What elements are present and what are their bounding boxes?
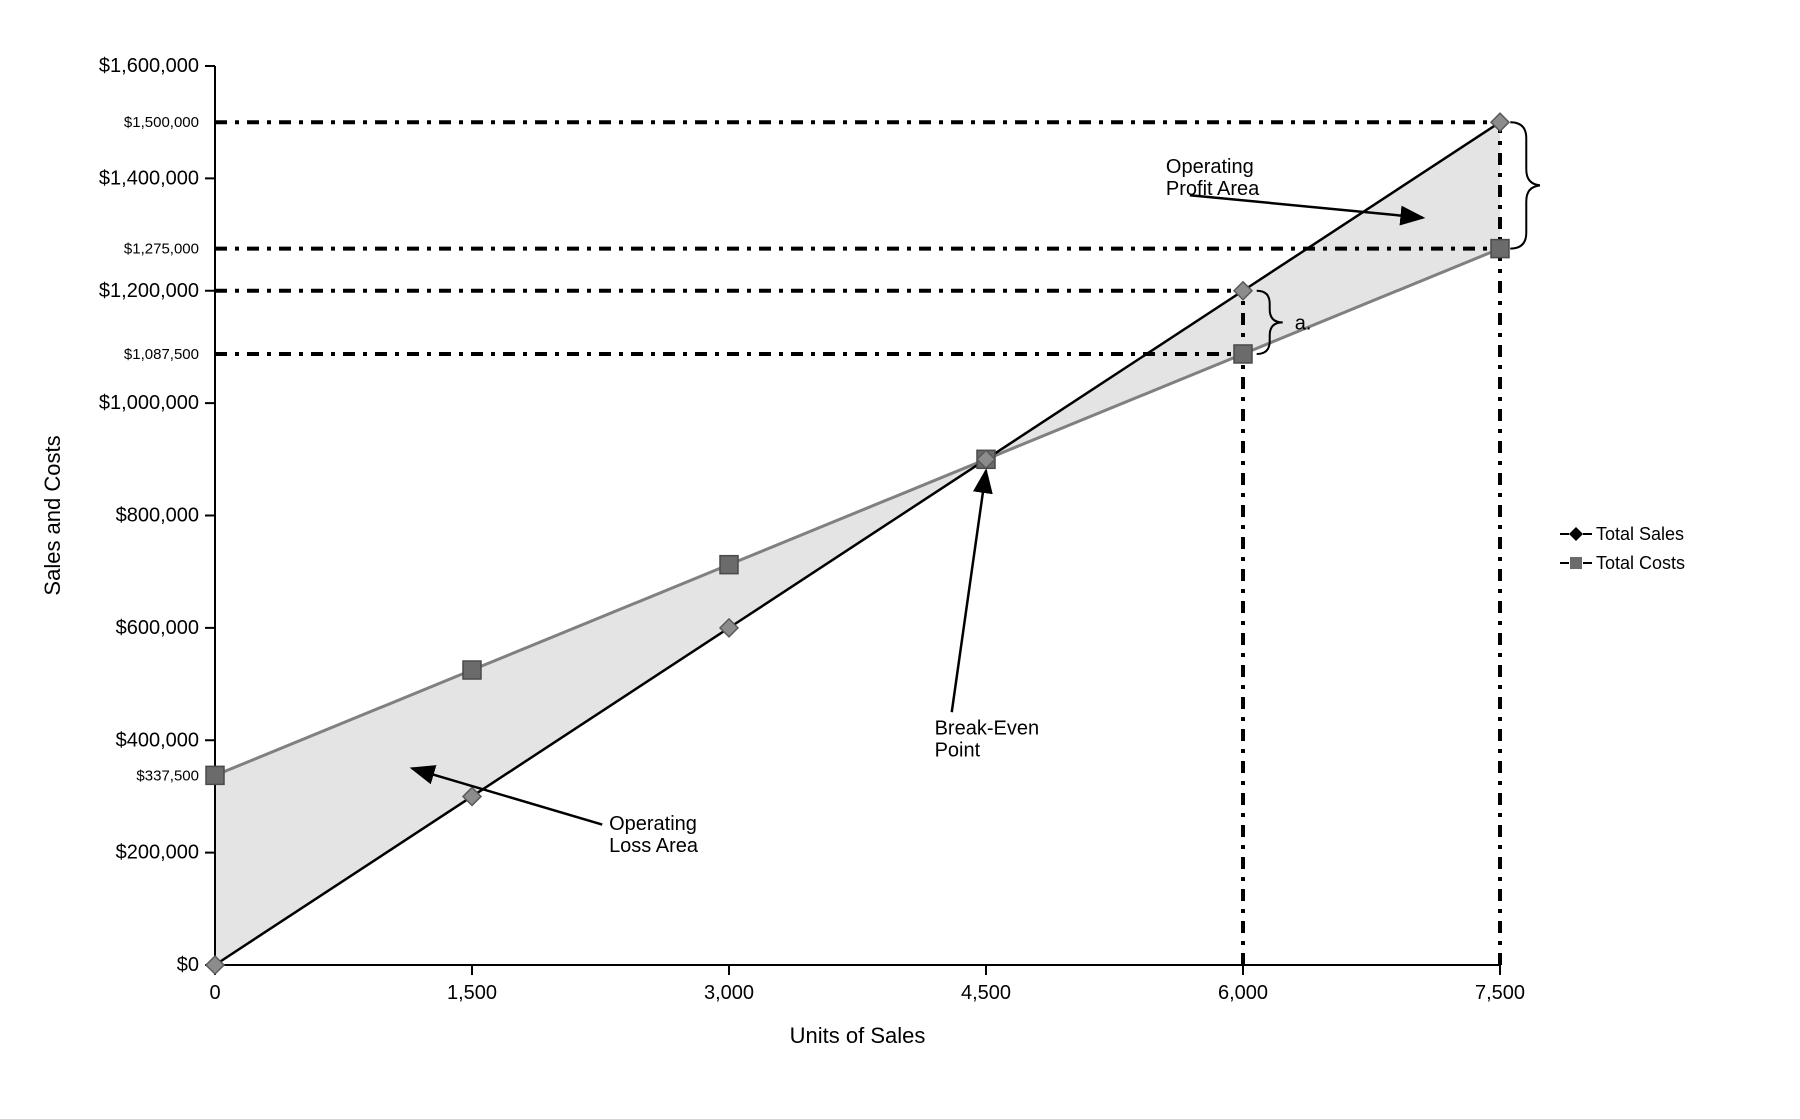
y-tick-label: $1,600,000 — [99, 55, 199, 77]
bracket-label: a. — [1295, 312, 1312, 334]
x-tick-label: 4,500 — [961, 982, 1011, 1004]
square-marker — [1491, 240, 1509, 258]
chart-wrapper: 0 1,500 3,000 4,500 6,000 7,500 Units of Sales… — [20, 20, 1540, 1085]
y-extra-tick-label: $1,275,000 — [124, 241, 199, 258]
y-tick-label: $1,000,000 — [99, 392, 199, 414]
x-tick-label: 7,500 — [1475, 982, 1525, 1004]
y-tick-label: $800,000 — [116, 505, 199, 527]
x-tick-label: 1,500 — [447, 982, 497, 1004]
y-tick-label: $0 — [177, 954, 199, 976]
y-tick-label: $600,000 — [116, 617, 199, 639]
y-extra-tick-label: $337,500 — [136, 767, 199, 784]
y-tick-label: $400,000 — [116, 729, 199, 751]
x-tick-label: 3,000 — [704, 982, 754, 1004]
breakeven-chart: 0 1,500 3,000 4,500 6,000 7,500 Units of Sales… — [20, 20, 1540, 1080]
legend-label: Total Costs — [1596, 553, 1685, 574]
x-axis-label: Units of Sales — [790, 1023, 926, 1048]
square-marker — [1234, 345, 1252, 363]
y-tick-label: $1,200,000 — [99, 280, 199, 302]
square-icon — [1560, 556, 1592, 570]
y-extra-tick-label: $1,500,000 — [124, 114, 199, 131]
y-tick-label: $200,000 — [116, 842, 199, 864]
bracket — [1510, 122, 1540, 248]
annotation-label: OperatingLoss Area — [609, 813, 699, 857]
square-marker — [463, 661, 481, 679]
x-tick-label: 0 — [209, 982, 220, 1004]
legend-item: Total Costs — [1560, 553, 1685, 574]
legend: Total Sales Total Costs — [1560, 524, 1685, 582]
y-axis-label: Sales and Costs — [40, 435, 65, 595]
square-marker — [720, 556, 738, 574]
annotation-label: OperatingProfit Area — [1166, 156, 1260, 200]
square-marker — [206, 766, 224, 784]
y-tick-label: $1,400,000 — [99, 167, 199, 189]
y-extra-tick-label: $1,087,500 — [124, 346, 199, 363]
legend-label: Total Sales — [1596, 524, 1684, 545]
chart-container: 0 1,500 3,000 4,500 6,000 7,500 Units of Sales… — [20, 20, 1780, 1085]
x-tick-label: 6,000 — [1218, 982, 1268, 1004]
diamond-icon — [1560, 527, 1592, 541]
legend-item: Total Sales — [1560, 524, 1685, 545]
